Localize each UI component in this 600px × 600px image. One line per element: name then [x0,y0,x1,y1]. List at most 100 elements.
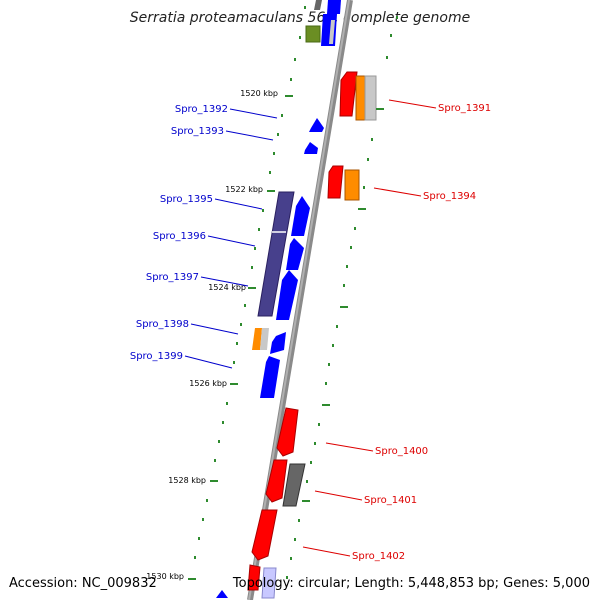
gene-spro-1398-c[interactable] [270,332,286,354]
tick [233,361,235,364]
gene-spro-1401-b[interactable] [282,463,306,507]
tick [254,247,256,250]
gene-gray-top[interactable] [314,0,322,10]
gene-spro-1398-a[interactable] [252,328,262,350]
accession-text: Accession: NC_009832 [9,576,157,591]
tick-major [302,500,310,502]
tick [306,480,308,483]
gene-spro-1402[interactable] [251,509,278,561]
tick-major-1522 [267,190,275,192]
gene-spro-1401-a[interactable] [265,459,288,503]
gene-spro-1394-a[interactable] [327,165,344,199]
gene-label-spro-1391[interactable]: Spro_1391 [438,103,491,114]
tick [298,519,300,522]
gene-label-spro-1401[interactable]: Spro_1401 [364,495,417,506]
tick [294,538,296,541]
right-gene-labels: Spro_1391 Spro_1394 Spro_1400 Spro_1401 … [302,99,491,562]
tick [202,518,204,521]
gene-spro-1394-b[interactable] [344,169,360,201]
tick [277,133,279,136]
summary-text: Topology: circular; Length: 5,448,853 bp… [232,576,590,591]
leader-line [314,490,363,501]
tick [258,228,260,231]
tick [343,284,345,287]
tick [367,158,369,161]
tick [281,114,283,117]
tick [240,323,242,326]
leader-line [200,276,249,287]
scale-label-1526: 1526 kbp [189,379,227,388]
tick-major [358,208,366,210]
leader-line [207,235,256,247]
leader-line [225,130,274,141]
leader-line [302,546,351,557]
tick [325,382,327,385]
gene-label-spro-1400[interactable]: Spro_1400 [375,446,428,457]
gene-spro-1398-b[interactable] [260,328,269,350]
gene-label-spro-1399[interactable]: Spro_1399 [130,351,183,362]
tick-major [322,404,330,406]
gene-spro-1399[interactable] [260,356,280,398]
left-tick-track [188,6,306,580]
gene-olive-top[interactable] [305,25,321,43]
gene-spro-1397[interactable] [276,270,298,320]
tick [363,186,365,189]
right-tick-track [286,16,398,579]
tick [286,576,288,579]
gene-light-bottom[interactable] [261,567,277,599]
tick [222,421,224,424]
gene-label-spro-1395[interactable]: Spro_1395 [160,194,213,205]
gene-label-spro-1392[interactable]: Spro_1392 [175,104,228,115]
tick [332,344,334,347]
tick [290,557,292,560]
gene-label-spro-1393[interactable]: Spro_1393 [171,126,224,137]
tick [396,16,398,19]
gene-label-spro-1394[interactable]: Spro_1394 [423,191,476,202]
tick [299,36,301,39]
scale-label-1524: 1524 kbp [208,283,246,292]
tick [294,58,296,61]
gene-spro-1395[interactable] [291,196,310,236]
gene-label-spro-1396[interactable]: Spro_1396 [153,231,206,242]
tick [226,402,228,405]
gene-spro-1391-a[interactable] [339,71,358,117]
gene-blue-top-a[interactable] [327,0,341,14]
tick [314,442,316,445]
tick [262,209,264,212]
tick-major [376,108,384,110]
tick [304,6,306,9]
gene-spro-1391-c[interactable] [364,75,377,121]
gene-spro-1400[interactable] [276,407,299,457]
map-title: Serratia proteamaculans 568, complete ge… [130,10,470,26]
leader-line [373,187,422,197]
gene-label-spro-1402[interactable]: Spro_1402 [352,551,405,562]
gene-spro-1391-b[interactable] [355,75,366,121]
tick-major [340,306,348,308]
gene-spro-1395-1397-indigo[interactable] [257,191,295,317]
gene-red-bottom[interactable] [247,564,261,591]
leader-line [184,355,233,369]
leader-line [388,99,437,109]
gene-label-spro-1398[interactable]: Spro_1398 [136,319,189,330]
tick [386,56,388,59]
gene-spro-1392[interactable] [309,118,324,132]
tick [318,423,320,426]
tick [218,440,220,443]
gene-light-top [329,20,335,44]
gene-blue-top-b[interactable] [321,14,337,46]
scale-label-1530: 1530 kbp [146,572,184,581]
tick [310,461,312,464]
tick [206,499,208,502]
gene-blue-bottom[interactable] [216,590,228,598]
tick [198,537,200,540]
gene-spro-1393[interactable] [304,142,318,154]
tick [371,138,373,141]
tick [273,152,275,155]
gene-label-spro-1397[interactable]: Spro_1397 [146,272,199,283]
tick [350,246,352,249]
leader-line [214,198,263,210]
gene-spro-1396[interactable] [286,238,304,270]
leader-line [229,108,278,119]
